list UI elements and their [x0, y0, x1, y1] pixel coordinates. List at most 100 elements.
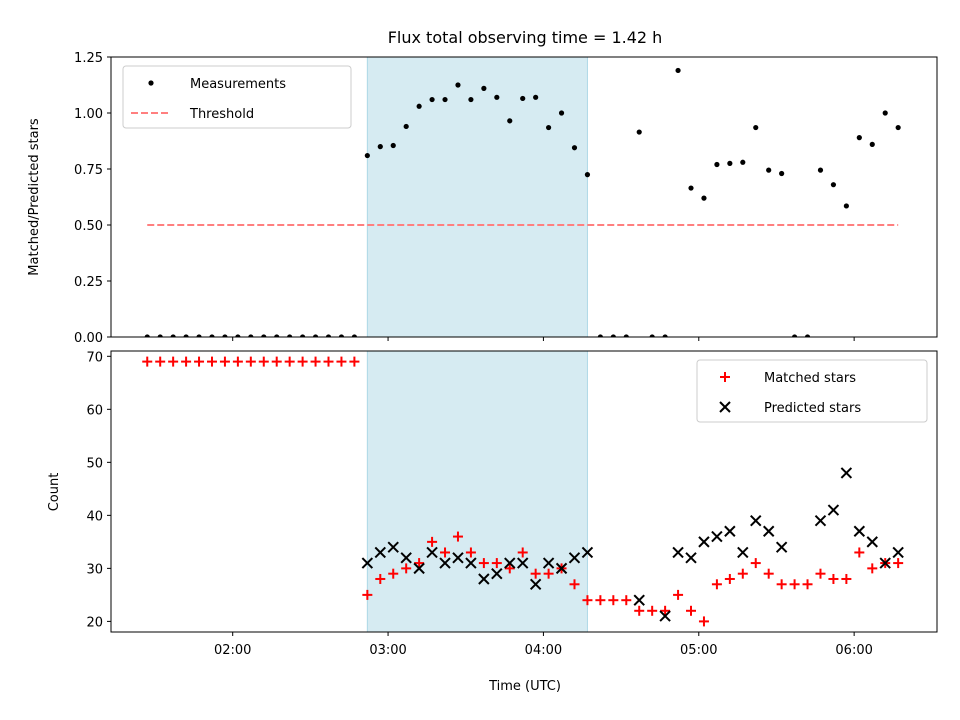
measurement-point	[714, 161, 720, 168]
bottom-series-matched-stars	[142, 356, 904, 627]
matched-star-point	[647, 605, 658, 616]
x-stroke-b	[465, 557, 477, 569]
x-stroke-b	[866, 536, 878, 548]
matched-star-point	[763, 568, 774, 579]
legend-x-b	[719, 401, 731, 413]
measurement-point	[455, 82, 461, 88]
matched-star-point	[194, 356, 205, 367]
x-stroke-b	[762, 525, 775, 537]
measurement-point	[170, 334, 176, 337]
x-stroke-b	[633, 594, 645, 606]
matched-star-point	[595, 595, 606, 606]
measurement-point	[740, 159, 746, 165]
x-stroke-b	[413, 562, 425, 575]
bottom-panel: 20 30 40 50 60 70 02:00 03:00 04:00 05:00 06:00 Mat…	[86, 350, 938, 658]
predicted-star-point	[529, 578, 542, 590]
bottom-x-tick-label: 03:00	[369, 643, 406, 658]
measurement-point	[636, 129, 642, 135]
measurement-point	[701, 195, 707, 201]
predicted-star-point	[504, 557, 516, 569]
predicted-star-point	[879, 557, 891, 569]
legend-label: Predicted stars	[764, 401, 861, 416]
x-stroke-b	[827, 504, 840, 516]
measurement-point	[287, 334, 293, 337]
predicted-star-point	[568, 552, 581, 564]
bottom-series-predicted-stars	[361, 467, 904, 622]
x-stroke-b	[581, 546, 594, 559]
legend-label: Matched stars	[764, 371, 856, 386]
predicted-star-point	[750, 514, 762, 527]
top-legend: Measurements Threshold	[122, 65, 352, 129]
measurement-point	[597, 334, 603, 337]
matched-star-point	[828, 573, 839, 584]
measurement-point	[507, 118, 513, 124]
x-stroke-b	[426, 546, 438, 559]
matched-star-point	[401, 563, 412, 574]
predicted-star-point	[827, 504, 840, 516]
legend-entry-measurements: Measurements	[148, 77, 286, 92]
x-stroke-b	[711, 530, 723, 543]
matched-star-point	[284, 356, 295, 367]
legend-label: Threshold	[189, 107, 254, 122]
x-stroke-b	[814, 514, 827, 527]
measurement-point	[791, 334, 798, 337]
measurement-point	[157, 334, 163, 337]
predicted-star-point	[581, 546, 594, 559]
matched-star-point	[802, 579, 813, 590]
legend-entry-predicted-stars: Predicted stars	[719, 401, 861, 416]
top-y-tick-label: 0.50	[74, 219, 103, 234]
predicted-star-point	[711, 530, 723, 543]
matched-star-point	[776, 579, 787, 590]
legend-entry-matched-stars: Matched stars	[720, 371, 856, 386]
x-stroke-b	[892, 546, 904, 559]
matched-star-point	[608, 595, 619, 606]
x-stroke-b	[698, 536, 710, 548]
matched-star-point	[867, 563, 878, 574]
measurement-point	[895, 124, 901, 131]
x-stroke-b	[840, 467, 853, 479]
x-stroke-b	[374, 546, 386, 559]
x-stroke-b	[672, 546, 684, 559]
x-stroke-b	[775, 541, 788, 553]
matched-star-point	[206, 356, 217, 367]
top-legend-box	[122, 65, 352, 129]
matched-star-point	[504, 563, 515, 574]
top-y-tick-label: 1.00	[74, 107, 103, 122]
x-stroke-b	[478, 573, 490, 585]
matched-star-point	[530, 568, 541, 579]
matched-star-point	[543, 568, 554, 579]
measurement-point	[377, 144, 383, 150]
x-axis-label: Time (UTC)	[488, 679, 561, 694]
x-stroke-b	[491, 567, 503, 580]
matched-star-point	[362, 589, 373, 600]
bottom-x-tick-label: 06:00	[835, 643, 872, 658]
predicted-star-point	[452, 552, 464, 564]
matched-star-point	[893, 558, 904, 569]
top-shaded-region	[366, 56, 588, 338]
measurement-point	[403, 123, 409, 130]
measurement-point	[766, 167, 772, 173]
predicted-star-point	[478, 573, 490, 585]
bottom-y-tick-label: 40	[86, 509, 103, 524]
measurement-point	[351, 334, 357, 337]
top-axes-frame	[110, 56, 938, 338]
predicted-star-point	[775, 541, 788, 553]
predicted-star-point	[374, 546, 386, 559]
x-stroke-b	[685, 552, 697, 564]
bottom-y-tick-label: 50	[86, 456, 103, 471]
matched-star-point	[634, 605, 645, 616]
x-stroke-b	[529, 578, 542, 590]
measurement-point	[248, 334, 254, 337]
matched-star-point	[297, 356, 308, 367]
matched-star-point	[711, 579, 722, 590]
top-y-tick-label: 0.00	[74, 331, 103, 346]
top-panel: 0.00 0.25 0.50 0.75 1.00 1.25 Measurements Thre…	[74, 51, 938, 346]
x-stroke-b	[737, 546, 749, 559]
matched-star-point	[569, 579, 580, 590]
matched-star-point	[491, 558, 502, 569]
predicted-star-point	[491, 567, 503, 580]
bottom-x-tick-label: 05:00	[680, 643, 717, 658]
predicted-star-point	[737, 546, 749, 559]
x-stroke-b	[542, 557, 555, 569]
matched-star-point	[686, 605, 697, 616]
